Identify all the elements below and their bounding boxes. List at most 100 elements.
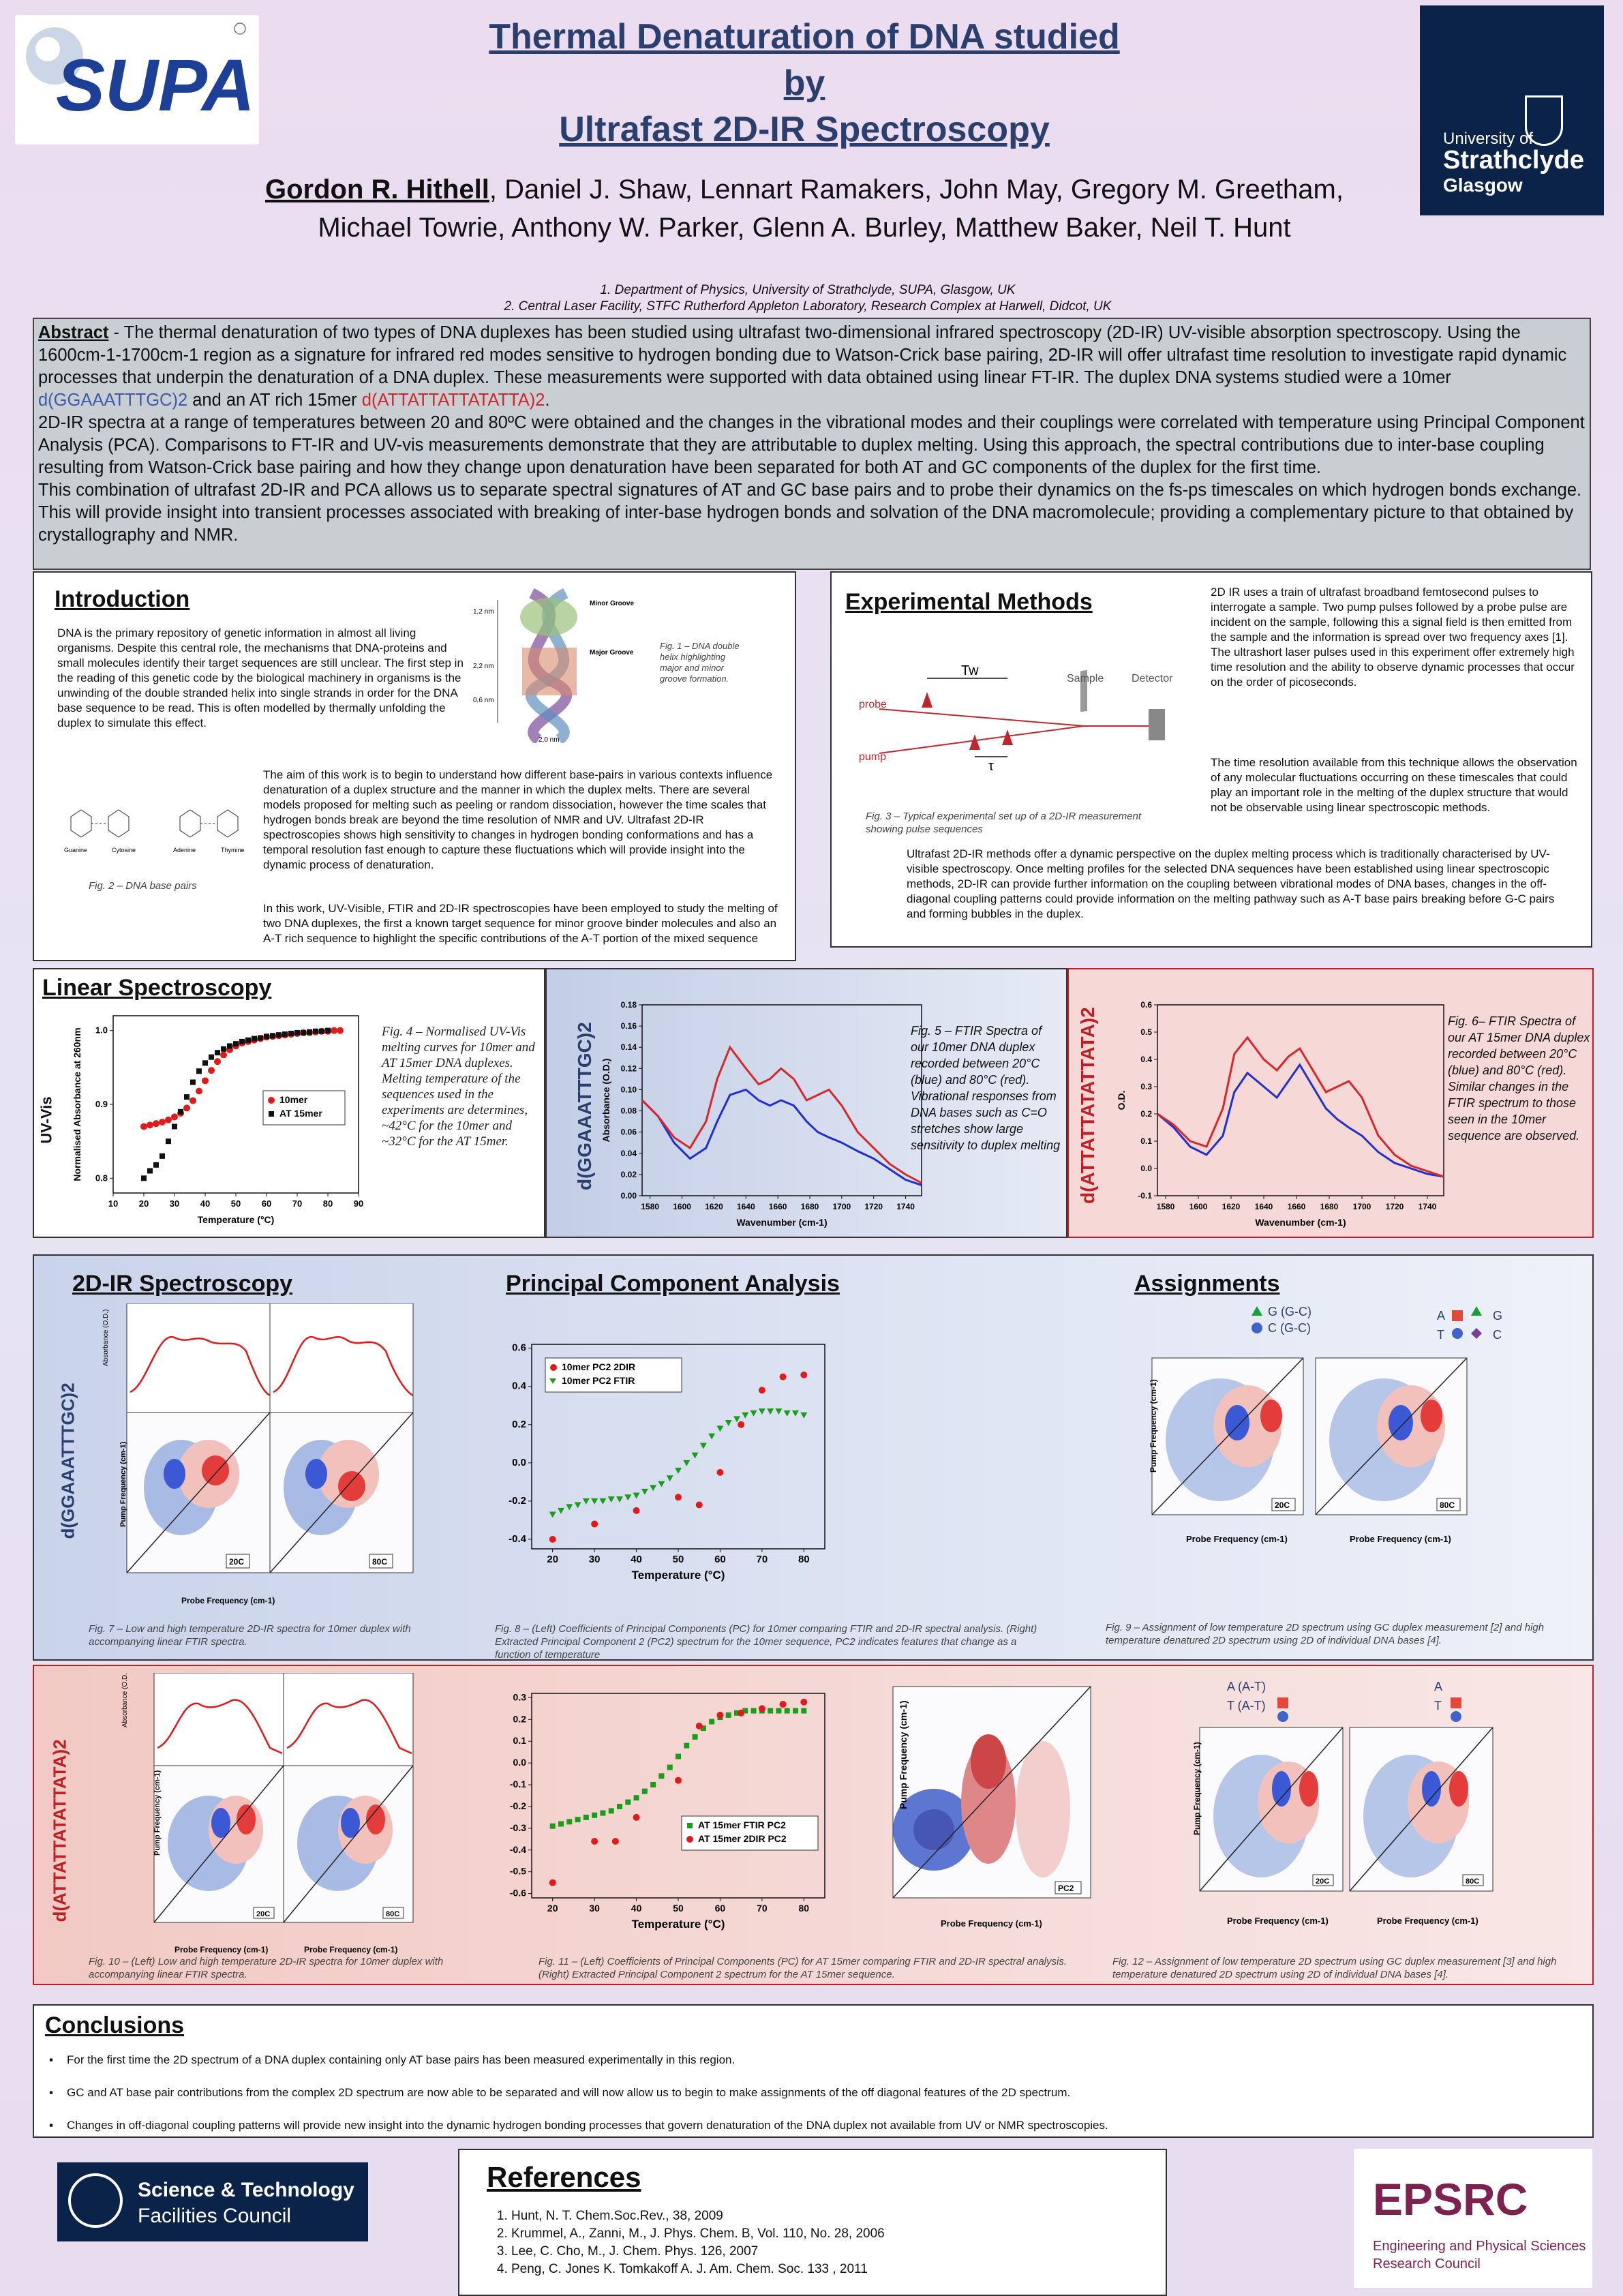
epsrc-text: EPSRC (1373, 2174, 1528, 2224)
legend-label: 10mer (279, 1094, 308, 1105)
x-tick-label: 40 (200, 1198, 210, 1209)
data-point (800, 1698, 808, 1706)
reference-item: Krummel, A., Zanni, M., J. Phys. Chem. B… (511, 2225, 1166, 2243)
series-line (1157, 1036, 1444, 1178)
legend-label: 10mer PC2 FTIR (562, 1375, 635, 1386)
data-point (658, 1481, 665, 1487)
probe-axis-f: Probe Frequency (cm-1) (941, 1918, 1042, 1929)
data-point (141, 1175, 147, 1181)
data-point (675, 1777, 682, 1784)
data-point (695, 1722, 703, 1729)
setup-diagram: Tw Sample Detector probe pump τ (859, 663, 1173, 774)
pump-axis-b: Pump Frequency (cm-1) (1149, 1379, 1158, 1472)
data-point (202, 1060, 208, 1066)
ftir10-box (545, 968, 1067, 1238)
intro-panel: Introduction DNA is the primary reposito… (33, 571, 796, 961)
data-point (184, 1094, 189, 1100)
data-point (220, 1051, 227, 1059)
y-tick-label: 0.0 (513, 1757, 527, 1768)
y-tick-label: -0.4 (510, 1844, 526, 1855)
crest-icon (1525, 95, 1563, 146)
legend-marker (550, 1364, 557, 1371)
y-tick-label: 0.8 (95, 1173, 108, 1183)
tag-80c-d: 80C (1466, 1877, 1479, 1886)
data-point (147, 1121, 153, 1129)
y-tick-label: 0.3 (513, 1691, 527, 1702)
data-point (264, 1033, 269, 1040)
data-point (189, 1097, 196, 1104)
y-tick-label: 0.04 (621, 1149, 637, 1158)
x-tick-label: 70 (757, 1554, 768, 1565)
twod-side-label-1: d(GGAAATTTGC)2 (57, 1383, 78, 1539)
data-point (160, 1153, 165, 1159)
data-point (319, 1028, 324, 1034)
x-tick-label: 1680 (1320, 1202, 1339, 1211)
data-point (140, 1123, 147, 1130)
ftir15-chart: 1580 1600 1620 1640 1660 1680 1700 1720 1740 -0.1… (1116, 1000, 1444, 1228)
data-point (650, 1782, 656, 1788)
x-tick-label: 1740 (1419, 1202, 1437, 1211)
reference-item: Hunt, N. T. Chem.Soc.Rev., 38, 2009 (511, 2207, 1166, 2225)
intro-text-2: The aim of this work is to begin to unde… (263, 768, 773, 871)
y-tick-label: 0.08 (621, 1106, 637, 1116)
strath-line3: Glasgow (1443, 175, 1523, 196)
data-point (147, 1168, 153, 1174)
helix-label-22: 2,2 nm (473, 663, 494, 670)
data-point (196, 1087, 202, 1095)
other-authors: , Daniel J. Shaw, Lennart Ramakers, John… (318, 175, 1344, 243)
x-tick-label: 90 (354, 1198, 363, 1209)
series-line (641, 1088, 922, 1186)
data-point (270, 1033, 275, 1039)
abstract-p3: This combination of ultrafast 2D-IR and … (38, 481, 1582, 545)
data-point (641, 1488, 648, 1495)
x-tick-label: 1620 (1222, 1202, 1241, 1211)
x-tick-label: 50 (673, 1554, 684, 1565)
x-axis-label: Temperature (°C) (632, 1918, 725, 1931)
x-tick-label: 80 (798, 1554, 810, 1565)
x-tick-label: 60 (714, 1554, 726, 1565)
x-tick-label: 1580 (641, 1202, 659, 1211)
x-tick-label: 70 (757, 1903, 768, 1914)
data-point (325, 1027, 331, 1033)
conclusion-item: For the first time the 2D spectrum of a … (49, 2053, 1576, 2067)
fig12-caption: Fig. 12 – Assignment of low temperature … (1112, 1956, 1557, 1980)
data-point (153, 1162, 159, 1168)
abstract-seq1: d(GGAAATTTGC)2 (38, 391, 188, 410)
twod-15mer-panel: d(ATTATTATATTATA)2 20C 80C Absorbance (O… (33, 1665, 1594, 1985)
y-tick-label: 0.02 (621, 1170, 637, 1179)
x-tick-label: 80 (323, 1198, 333, 1209)
y-tick-label: -0.5 (510, 1866, 526, 1877)
data-point (691, 1452, 699, 1459)
pump-axis-a: Pump Frequency (cm-1) (119, 1441, 127, 1527)
data-point (183, 1104, 190, 1112)
probe-axis-g: Probe Frequency (cm-1) (1227, 1916, 1329, 1926)
x-tick-label: 1600 (1189, 1202, 1208, 1211)
data-point (549, 1511, 556, 1518)
data-point (159, 1119, 166, 1126)
methods-text-2: The time resolution available from this … (1211, 756, 1577, 814)
references-list: Hunt, N. T. Chem.Soc.Rev., 38, 2009 Krum… (494, 2207, 1166, 2278)
data-point (549, 1535, 556, 1543)
affiliations: 1. Department of Physics, University of … (341, 282, 1275, 315)
x-tick-label: 1640 (737, 1202, 755, 1211)
data-point (695, 1501, 703, 1509)
tag-80c-b: 80C (1440, 1500, 1455, 1510)
x-tick-label: 20 (547, 1554, 558, 1565)
stfc-logo: Science & Technology Facilities Council (57, 2162, 368, 2241)
x-tick-label: 60 (262, 1198, 271, 1209)
supa-logo-graphic: SUPA (26, 22, 255, 126)
data-point (592, 1812, 598, 1818)
linear-heading: Linear Spectroscopy (42, 975, 272, 1001)
probe-axis-h: Probe Frequency (cm-1) (1377, 1916, 1478, 1926)
y-tick-label: 0.0 (512, 1457, 526, 1468)
legend-g: G (1493, 1309, 1502, 1323)
data-point (549, 1879, 556, 1886)
data-point (165, 1116, 172, 1123)
x-tick-label: 50 (673, 1903, 684, 1914)
legend-marker (269, 1111, 274, 1117)
data-point (591, 1838, 598, 1845)
dna-helix-figure: 1,2 nm 2,2 nm 0,6 nm 2,0 nm Minor Groove… (473, 588, 634, 743)
y-tick-label: -0.1 (510, 1779, 526, 1789)
legend-marker (549, 1378, 556, 1384)
legend-marker (686, 1836, 693, 1843)
